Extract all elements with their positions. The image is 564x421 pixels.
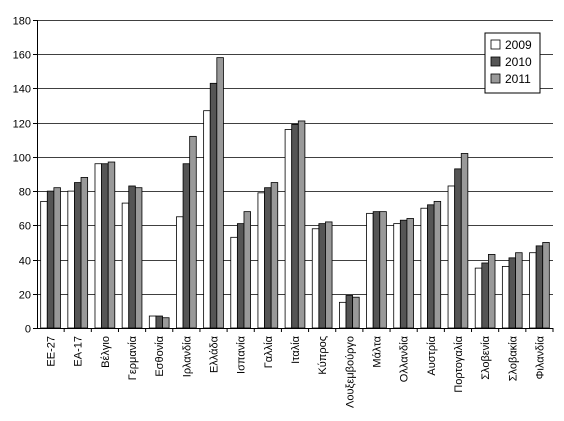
bar-2009 <box>284 129 293 329</box>
x-category-label: ΕΕ-27 <box>46 336 58 367</box>
y-tick-label: 140 <box>13 84 31 96</box>
bar-2009 <box>393 223 401 329</box>
x-category-label: Φιλανδία <box>534 335 546 379</box>
legend-label: 2009 <box>505 38 532 52</box>
bar-2009 <box>121 202 130 329</box>
bar-2010 <box>481 262 489 329</box>
bar-2009 <box>148 315 157 329</box>
bar-2009 <box>311 228 320 329</box>
bar-2011 <box>270 182 279 329</box>
x-category-label: Εσθονία <box>154 335 166 376</box>
y-tick-label: 100 <box>13 153 31 165</box>
legend-swatch-2009 <box>490 39 501 50</box>
bar-2011 <box>134 187 143 329</box>
bar-2010 <box>264 187 272 329</box>
bar-2011 <box>542 242 550 329</box>
bar-2010 <box>372 211 381 329</box>
bar-2011 <box>325 221 333 329</box>
bar-2010 <box>74 182 82 329</box>
y-tick-label: 60 <box>19 221 31 233</box>
bar-2009 <box>203 110 211 329</box>
bar-2009 <box>420 207 428 329</box>
bar-2011 <box>379 211 387 329</box>
bar-2010 <box>454 168 462 329</box>
bar-2011 <box>216 57 224 329</box>
bar-2010 <box>155 315 163 329</box>
bar-2011 <box>297 120 306 329</box>
x-category-label: Μάλτα <box>371 335 383 367</box>
bar-2009 <box>40 200 48 329</box>
y-tick-label: 0 <box>25 324 31 336</box>
x-category-label: Πορτογαλία <box>453 335 465 392</box>
bar-2009 <box>67 190 75 329</box>
legend: 2009 2010 2011 <box>484 32 541 94</box>
bar-2009 <box>474 267 483 329</box>
bar-2009 <box>366 212 374 329</box>
bar-2010 <box>508 257 516 329</box>
bar-2010 <box>46 190 55 329</box>
bar-2011 <box>189 135 197 329</box>
bar-2010 <box>291 123 299 329</box>
bar-2009 <box>529 252 537 329</box>
bar-2010 <box>318 223 326 329</box>
y-tick-label: 120 <box>13 119 31 131</box>
y-tick-label: 180 <box>13 16 31 28</box>
x-category-label: Σλοβενία <box>480 335 492 379</box>
bar-2011 <box>488 254 496 329</box>
x-category-label: Αυστρία <box>426 335 438 375</box>
bar-2009 <box>230 236 238 329</box>
x-category-label: Βέλγιο <box>100 336 112 368</box>
x-category-label: Ολλανδία <box>399 335 411 382</box>
bar-2010 <box>128 185 136 329</box>
bar-2009 <box>176 216 184 329</box>
x-category-label: Ιταλία <box>290 335 302 364</box>
bar-2011 <box>80 177 89 329</box>
bar-2010 <box>236 223 245 329</box>
bar-2011 <box>352 296 360 329</box>
legend-label: 2011 <box>505 72 531 86</box>
bar-2010 <box>101 163 109 329</box>
bar-2009 <box>339 301 347 329</box>
y-tick-label: 160 <box>13 50 31 62</box>
bars <box>40 57 550 329</box>
y-tick-label: 20 <box>19 290 31 302</box>
x-category-label: ΕΑ-17 <box>73 336 85 367</box>
y-tick-label: 40 <box>19 256 31 268</box>
x-category-label: Ισπανία <box>236 335 248 374</box>
bar-2009 <box>257 192 265 329</box>
x-category-label: Σλοβακία <box>507 335 519 381</box>
bar-2010 <box>427 204 435 329</box>
x-category-label: Ελλάδα <box>209 335 221 373</box>
legend-swatch-2011 <box>490 73 501 84</box>
y-axis: 0 20 40 60 80 100 120 140 160 180 <box>13 16 38 336</box>
bar-2011 <box>53 187 61 329</box>
bar-2011 <box>243 211 251 329</box>
bar-2011 <box>107 161 116 329</box>
x-category-label: Κύπρος <box>317 336 329 375</box>
legend-label: 2010 <box>505 55 532 69</box>
x-axis: ΕΕ-27 ΕΑ-17 Βέλγιο Γερμανία Εσθονία Ιρλανδία Ε… <box>37 328 554 408</box>
x-category-label: Ιρλανδία <box>181 335 193 377</box>
x-category-label: Λουξεμβούργο <box>344 336 356 408</box>
bar-2010 <box>182 163 191 329</box>
bar-2010 <box>345 295 354 329</box>
bar-2010 <box>535 245 544 329</box>
bar-2009 <box>447 185 456 329</box>
bar-2010 <box>399 219 408 329</box>
bar-2009 <box>94 163 102 329</box>
y-tick-label: 80 <box>19 187 31 199</box>
bar-2009 <box>501 265 510 329</box>
bar-2011 <box>460 153 469 329</box>
bar-2011 <box>406 218 414 329</box>
bar-2010 <box>209 82 218 329</box>
x-category-label: Γερμανία <box>127 335 139 380</box>
bar-2011 <box>162 317 170 329</box>
bar-2011 <box>515 252 523 329</box>
bar-2011 <box>433 200 442 329</box>
legend-swatch-2010 <box>490 56 501 67</box>
x-category-label: Γαλλία <box>263 335 275 368</box>
